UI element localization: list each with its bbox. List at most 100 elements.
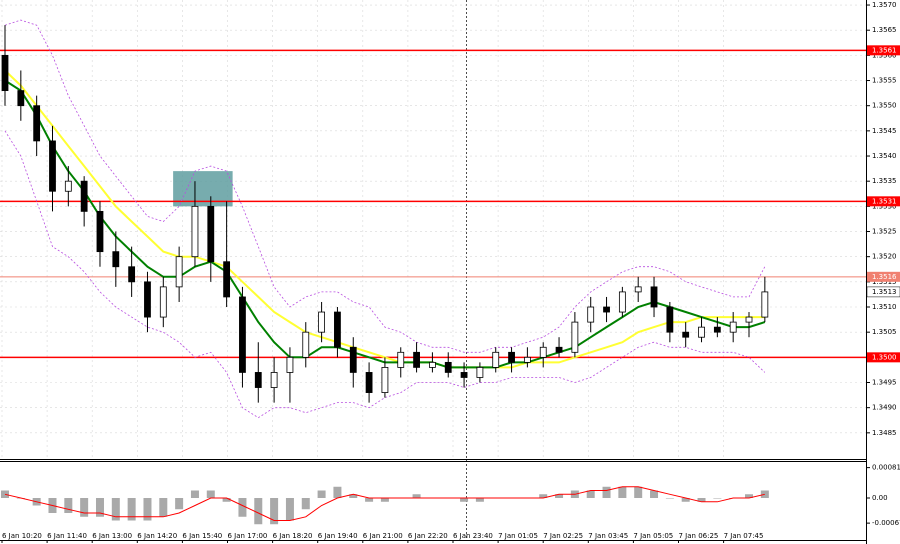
candle-body <box>587 306 595 323</box>
x-tick-label: 6 Jan 11:40 <box>47 532 87 540</box>
candle-body <box>413 351 420 368</box>
y-tick-label: 1.3530 <box>872 202 897 210</box>
candle-body <box>650 286 658 308</box>
candle-body <box>429 361 436 368</box>
candle-body <box>492 351 500 368</box>
macd-signal <box>4 486 765 521</box>
x-tick-label: 6 Jan 23:40 <box>453 532 493 540</box>
y-tick-label: 1.3565 <box>872 26 897 34</box>
y-tick-label: 1.3535 <box>872 177 897 185</box>
macd-bar <box>111 498 120 521</box>
candle-body <box>80 180 88 212</box>
candle-body <box>144 281 151 318</box>
candle-body <box>381 367 389 393</box>
x-tick-label: 6 Jan 17:00 <box>228 532 268 540</box>
candle-body <box>444 361 452 373</box>
x-tick-label: 7 Jan 01:05 <box>498 532 538 540</box>
macd-bar <box>539 494 548 498</box>
macd-bar <box>697 498 706 502</box>
y-tick-label: 1.3490 <box>872 404 897 412</box>
macd-bar <box>159 498 168 517</box>
level-label: 1.3500 <box>872 353 897 361</box>
level-tag <box>867 271 900 282</box>
candle-body <box>128 266 136 283</box>
macd-bar <box>665 498 674 499</box>
x-tick-label: 6 Jan 21:00 <box>363 532 403 540</box>
candle-body <box>476 367 484 378</box>
x-tick-label: 6 Jan 14:20 <box>137 532 177 540</box>
level-tag <box>867 352 900 363</box>
macd-bar <box>238 498 247 517</box>
candle-body <box>254 372 262 388</box>
macd-bar <box>602 486 611 498</box>
candle-body <box>555 346 563 353</box>
candle-body <box>49 140 56 192</box>
candle-body <box>223 261 231 298</box>
candle-body <box>191 205 199 258</box>
level-tag <box>867 196 900 207</box>
candle-body <box>761 291 769 318</box>
level-tag <box>867 45 900 56</box>
candle-body <box>508 351 515 363</box>
macd-bar <box>760 490 769 498</box>
candle-body <box>175 256 183 288</box>
candle-body <box>365 372 373 393</box>
y-tick-label: 1.3505 <box>872 328 897 336</box>
candle-body <box>207 205 215 263</box>
y-tick-label: 1.3555 <box>872 77 897 85</box>
y-tick-label: 1.3515 <box>872 278 897 286</box>
y-tick-label: 1.3545 <box>872 127 897 135</box>
overlay-line <box>4 69 765 369</box>
x-tick-label: 6 Jan 13:00 <box>92 532 132 540</box>
overlay-line <box>4 19 766 353</box>
zone <box>173 171 233 207</box>
y2-tick-label: 0.00 <box>872 494 888 502</box>
macd-bar <box>634 486 643 498</box>
y-tick-label: 1.3520 <box>872 253 897 261</box>
macd-bar <box>301 498 310 510</box>
y2-tick-label: 0.00081 <box>872 464 900 472</box>
macd-bar <box>80 498 89 517</box>
macd-bar <box>175 498 184 510</box>
macd-bar <box>1 490 9 498</box>
x-tick-label: 6 Jan 10:20 <box>2 532 42 540</box>
candle-body <box>618 291 626 313</box>
macd-bar <box>254 498 263 525</box>
candle-body <box>666 306 674 333</box>
x-tick-label: 7 Jan 06:25 <box>679 532 719 540</box>
x-tick-label: 6 Jan 18:20 <box>273 532 313 540</box>
candle-body <box>571 321 579 353</box>
x-tick-label: 7 Jan 05:05 <box>633 532 673 540</box>
x-tick-label: 6 Jan 19:40 <box>318 532 358 540</box>
macd-bar <box>222 498 231 502</box>
macd-bar <box>681 498 690 502</box>
y-tick-label: 1.3540 <box>872 152 897 160</box>
x-tick-label: 7 Jan 03:45 <box>588 532 628 540</box>
candle-body <box>634 286 642 293</box>
candle-body <box>270 372 278 388</box>
macd-bar <box>143 498 152 521</box>
candle-body <box>1 54 9 91</box>
macd-bar <box>365 498 374 502</box>
candle-body <box>286 356 294 373</box>
macd-bar <box>586 490 595 498</box>
macd-bar <box>206 490 215 498</box>
level-tag <box>866 286 900 298</box>
candle-body <box>713 326 721 333</box>
candle-body <box>334 311 341 348</box>
candle-body <box>239 296 246 373</box>
candle-body <box>112 251 120 268</box>
macd-bar <box>713 498 722 499</box>
candle-body <box>539 346 547 358</box>
level-label: 1.3531 <box>872 197 897 205</box>
candle-body <box>349 346 357 373</box>
macd-bar <box>475 498 484 502</box>
macd-bar <box>618 486 627 498</box>
macd-bar <box>555 494 564 498</box>
level-label: 1.3561 <box>872 46 897 54</box>
macd-bar <box>380 498 389 502</box>
candle-body <box>302 331 310 358</box>
y-tick-label: 1.3550 <box>872 102 897 110</box>
